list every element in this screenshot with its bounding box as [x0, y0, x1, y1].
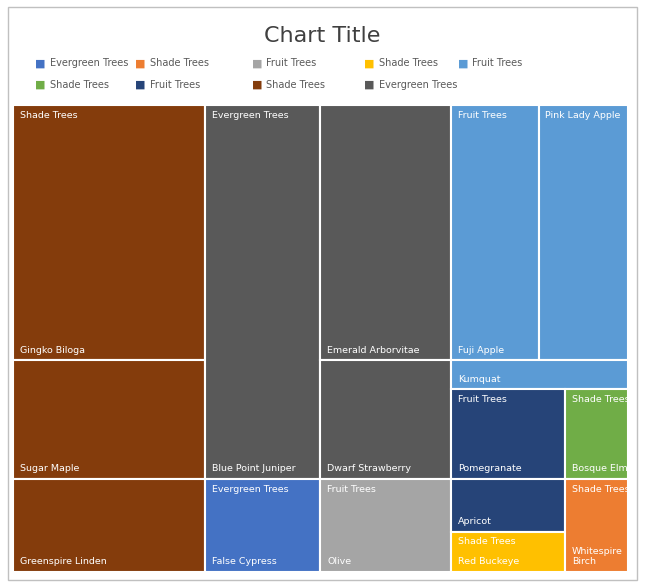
Text: ■: ■ — [364, 79, 375, 90]
Text: Olive: Olive — [327, 558, 352, 566]
Text: ■: ■ — [35, 79, 46, 90]
Text: Fuji Apple: Fuji Apple — [458, 346, 504, 355]
Text: Shade Trees: Shade Trees — [572, 395, 630, 404]
Bar — [205, 479, 320, 572]
Bar — [451, 360, 628, 389]
Text: Shade Trees: Shade Trees — [379, 58, 437, 69]
Text: Greenspire Linden: Greenspire Linden — [21, 558, 107, 566]
Bar — [539, 105, 628, 360]
Text: Fruit Trees: Fruit Trees — [458, 395, 507, 404]
Text: Whitespire
Birch: Whitespire Birch — [572, 547, 623, 566]
Text: ■: ■ — [252, 79, 262, 90]
Text: Evergreen Trees: Evergreen Trees — [50, 58, 128, 69]
Bar — [451, 389, 564, 479]
Text: Sugar Maple: Sugar Maple — [21, 464, 80, 474]
Text: ■: ■ — [35, 58, 46, 69]
Bar — [564, 389, 628, 479]
Text: Evergreen Trees: Evergreen Trees — [379, 79, 457, 90]
Text: Evergreen Trees: Evergreen Trees — [212, 485, 289, 494]
Text: Bosque Elm: Bosque Elm — [572, 464, 628, 474]
Bar — [451, 532, 564, 572]
Text: Pomegranate: Pomegranate — [458, 464, 522, 474]
Text: Kumquat: Kumquat — [458, 375, 501, 384]
Text: Fruit Trees: Fruit Trees — [266, 58, 316, 69]
Text: Shade Trees: Shade Trees — [458, 538, 516, 546]
Text: Fruit Trees: Fruit Trees — [150, 79, 200, 90]
Text: False Cypress: False Cypress — [212, 558, 277, 566]
Text: Dwarf Strawberry: Dwarf Strawberry — [327, 464, 412, 474]
Text: Chart Title: Chart Title — [264, 26, 381, 46]
Bar — [451, 479, 564, 532]
Text: Fruit Trees: Fruit Trees — [472, 58, 522, 69]
Bar — [205, 105, 320, 479]
Text: Evergreen Trees: Evergreen Trees — [212, 110, 289, 120]
Text: ■: ■ — [458, 58, 468, 69]
Text: Shade Trees: Shade Trees — [572, 485, 630, 494]
Text: Fruit Trees: Fruit Trees — [327, 485, 376, 494]
Text: Fruit Trees: Fruit Trees — [458, 110, 507, 120]
Text: Apricot: Apricot — [458, 517, 492, 526]
Text: Pink Lady Apple: Pink Lady Apple — [545, 110, 620, 120]
Text: Shade Trees: Shade Trees — [266, 79, 324, 90]
Bar — [564, 479, 628, 572]
Bar — [13, 479, 205, 572]
Text: Blue Point Juniper: Blue Point Juniper — [212, 464, 296, 474]
Bar — [320, 479, 451, 572]
Bar — [320, 105, 451, 360]
Text: Red Buckeye: Red Buckeye — [458, 558, 519, 566]
Text: ■: ■ — [135, 58, 146, 69]
Text: Emerald Arborvitae: Emerald Arborvitae — [327, 346, 420, 355]
Text: ■: ■ — [135, 79, 146, 90]
Text: ■: ■ — [252, 58, 262, 69]
Bar — [13, 105, 205, 360]
Bar — [13, 360, 205, 479]
Text: Shade Trees: Shade Trees — [21, 110, 78, 120]
Text: Shade Trees: Shade Trees — [150, 58, 208, 69]
Bar — [320, 360, 451, 479]
Bar — [451, 105, 539, 360]
Text: Gingko Biloga: Gingko Biloga — [21, 346, 85, 355]
Text: Shade Trees: Shade Trees — [50, 79, 108, 90]
Text: ■: ■ — [364, 58, 375, 69]
